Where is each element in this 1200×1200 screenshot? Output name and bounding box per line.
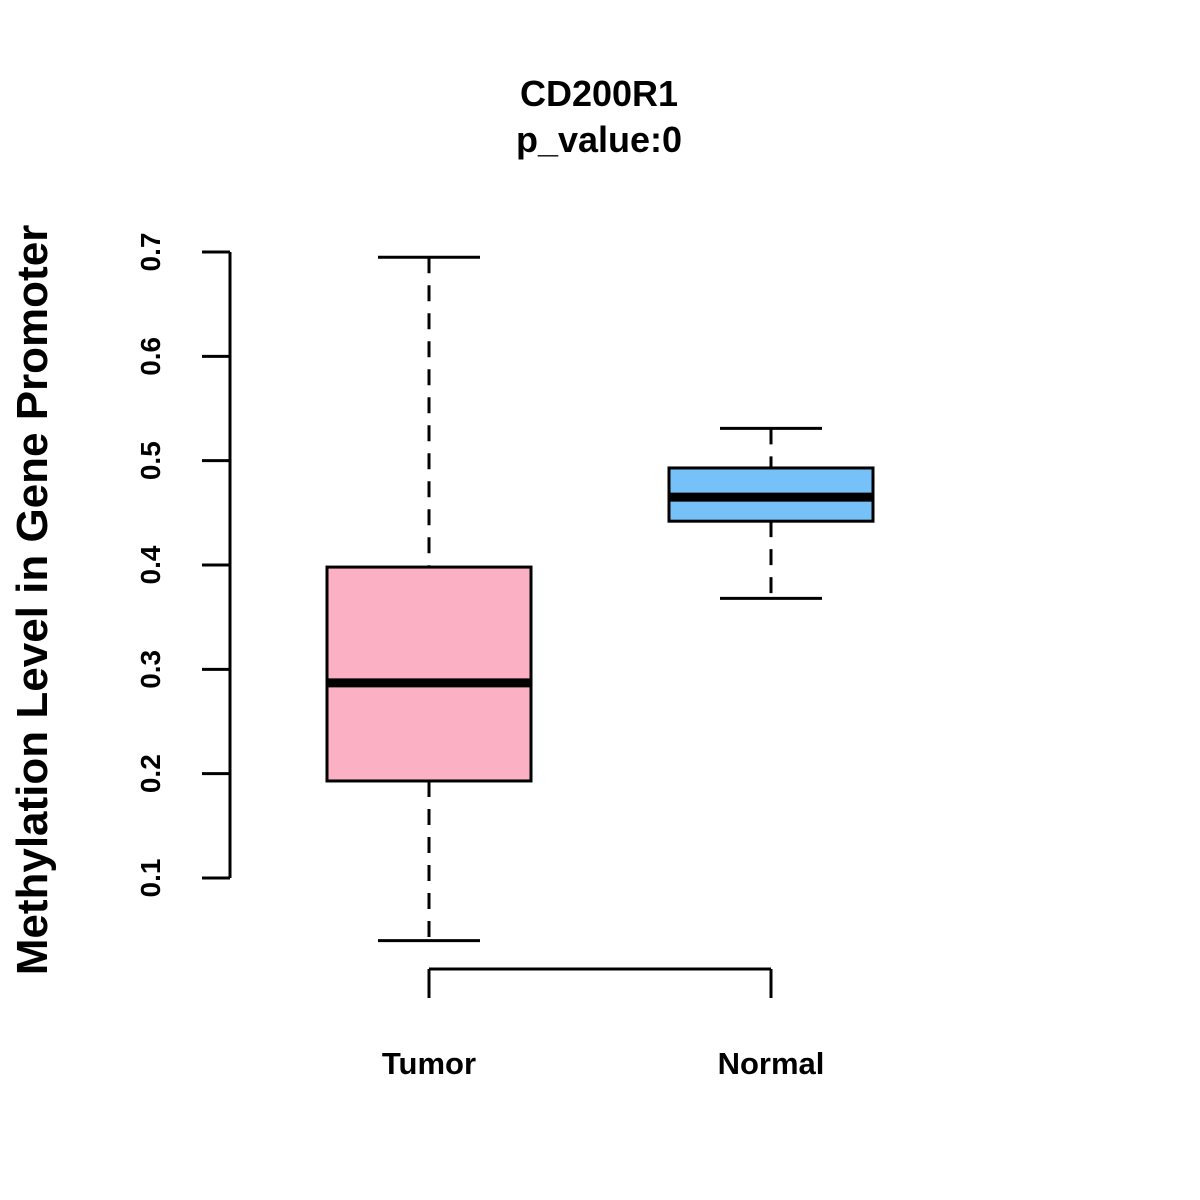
y-tick-label: 0.6 <box>135 337 166 376</box>
iqr-box <box>325 565 533 783</box>
boxes <box>325 255 875 943</box>
y-axis-label: Methylation Level in Gene Promoter <box>8 225 57 976</box>
x-tick-label-tumor: Tumor <box>382 1046 476 1081</box>
box-normal <box>667 426 875 600</box>
y-tick-label: 0.4 <box>135 545 166 584</box>
x-axis: Tumor Normal <box>382 967 825 1081</box>
y-tick-label: 0.3 <box>135 650 166 689</box>
x-tick-label-normal: Normal <box>718 1046 825 1081</box>
chart-title: CD200R1 <box>520 73 678 114</box>
y-axis: 0.1 0.2 0.3 0.4 0.5 0.6 0.7 <box>135 233 232 898</box>
y-tick-label: 0.7 <box>135 233 166 272</box>
y-tick-label: 0.2 <box>135 754 166 793</box>
y-tick-label: 0.1 <box>135 859 166 898</box>
chart-subtitle: p_value:0 <box>516 119 682 160</box>
y-tick-label: 0.5 <box>135 441 166 480</box>
box-tumor <box>325 255 533 943</box>
